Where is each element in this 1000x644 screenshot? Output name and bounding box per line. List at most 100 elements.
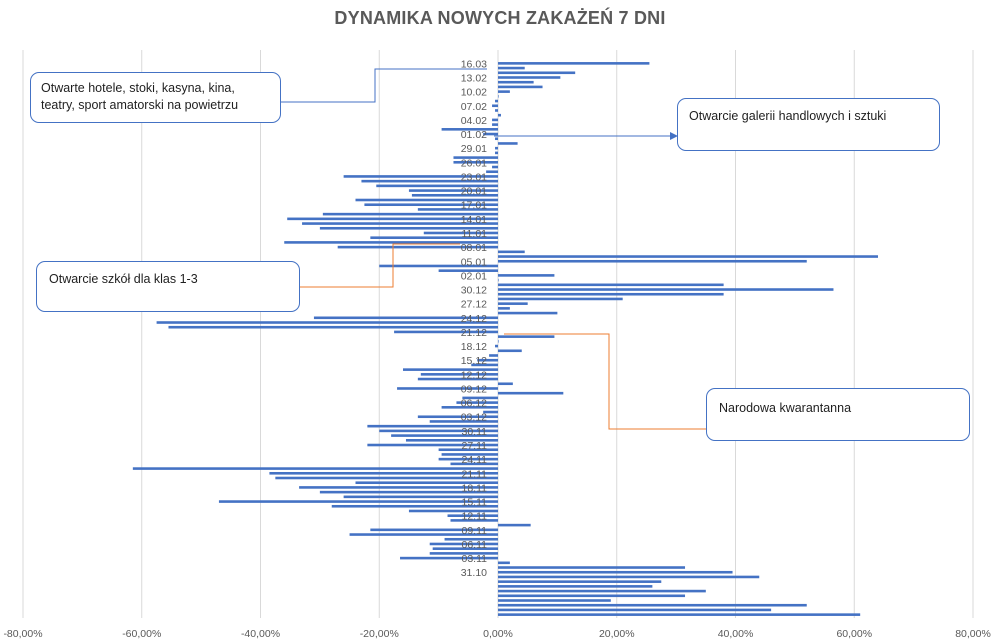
bar: [498, 580, 662, 583]
bar: [441, 453, 498, 456]
category-label: 27.12: [461, 299, 487, 311]
bar: [313, 316, 498, 320]
bar: [218, 500, 498, 503]
bar: [403, 368, 498, 371]
connector-quarantine: [504, 333, 718, 433]
category-label: 01.02: [461, 129, 487, 141]
bar: [498, 80, 534, 84]
bar: [492, 165, 498, 169]
bar: [498, 349, 522, 353]
annotation-connectors: [262, 68, 718, 433]
bar: [319, 226, 498, 230]
annotation-hotels-text: Otwarte hotele, stoki, kasyna, kina, tea…: [41, 81, 239, 112]
bar: [453, 156, 498, 159]
bar: [495, 146, 498, 150]
bar: [269, 471, 498, 475]
category-label: 16.03: [461, 58, 487, 70]
category-label: 13.02: [461, 72, 487, 84]
x-tick-label: 80,00%: [955, 628, 991, 640]
bar: [343, 175, 498, 178]
category-labels: 16.03 13.02 10.02 07.02 04.02 01.02 29.01 26.01…: [461, 58, 487, 579]
bar: [355, 481, 498, 485]
bar: [391, 434, 498, 437]
bar: [408, 509, 498, 513]
category-label: 18.12: [461, 341, 487, 353]
connector-schools: [286, 243, 460, 291]
bar: [495, 109, 498, 112]
bar: [343, 495, 498, 499]
bar: [498, 566, 686, 569]
bar: [498, 382, 513, 386]
x-tick-label: 40,00%: [718, 628, 754, 640]
x-tick-label: -20,00%: [360, 628, 399, 640]
bar: [498, 307, 510, 310]
bar: [438, 448, 498, 452]
bar: [498, 274, 555, 277]
bar: [432, 547, 498, 550]
category-label: 26.01: [461, 157, 487, 169]
bar: [287, 217, 498, 221]
category-label: 06.12: [461, 398, 487, 410]
bar: [441, 128, 498, 131]
bar: [364, 203, 498, 207]
bar: [483, 132, 498, 136]
bar: [498, 608, 772, 612]
category-label: 24.12: [461, 313, 487, 325]
bars: [132, 62, 878, 616]
bar: [498, 523, 531, 527]
category-label: 07.02: [461, 101, 487, 113]
bar: [498, 288, 834, 291]
bar: [483, 410, 498, 414]
bar: [495, 99, 498, 103]
bar: [438, 269, 498, 272]
bar: [498, 340, 499, 343]
bar: [498, 561, 510, 565]
bar: [498, 142, 518, 145]
bar: [370, 236, 498, 239]
x-axis-ticks: -80,00% -60,00% -40,00% -20,00% 0,00% 20,00% 4…: [3, 628, 990, 640]
category-label: 27.11: [462, 440, 488, 452]
bar: [408, 189, 498, 192]
bar: [322, 212, 498, 216]
bar: [462, 396, 498, 400]
bar: [498, 76, 561, 79]
bar: [498, 62, 650, 65]
bar: [417, 377, 498, 381]
category-label: 14.01: [461, 214, 487, 226]
x-tick-label: 20,00%: [599, 628, 635, 640]
chart-title: DYNAMIKA NOWYCH ZAKAŻEŃ 7 DNI: [334, 8, 666, 28]
category-label: 06.11: [462, 539, 488, 551]
x-tick-label: -80,00%: [3, 628, 42, 640]
bar: [477, 358, 498, 362]
bar: [349, 533, 498, 536]
category-label: 08.01: [461, 242, 487, 254]
category-label: 03.12: [461, 412, 487, 424]
annotation-quarantine-callout: Narodowa kwarantanna: [706, 388, 970, 441]
bar: [361, 179, 498, 183]
bar: [299, 486, 498, 489]
bar: [498, 311, 558, 315]
gridlines: [22, 50, 974, 618]
bar: [438, 457, 498, 461]
bar: [450, 519, 498, 522]
bar: [394, 330, 498, 334]
bar: [405, 439, 498, 442]
bar: [376, 184, 498, 188]
connector-hotels: [262, 68, 487, 106]
category-label: 24.11: [462, 454, 488, 466]
bar: [417, 415, 498, 419]
category-label: 30.12: [461, 285, 487, 297]
bar: [495, 151, 498, 155]
category-label: 31.10: [461, 567, 487, 579]
bar: [498, 66, 525, 70]
category-label: 21.11: [462, 468, 488, 480]
bar: [498, 589, 706, 593]
bar: [450, 462, 498, 466]
bar: [492, 123, 498, 126]
bar: [498, 335, 555, 338]
category-label: 21.12: [461, 327, 487, 339]
bar: [498, 297, 623, 301]
bar: [429, 552, 498, 555]
bar: [284, 241, 498, 244]
category-label: 12.11: [462, 511, 488, 523]
